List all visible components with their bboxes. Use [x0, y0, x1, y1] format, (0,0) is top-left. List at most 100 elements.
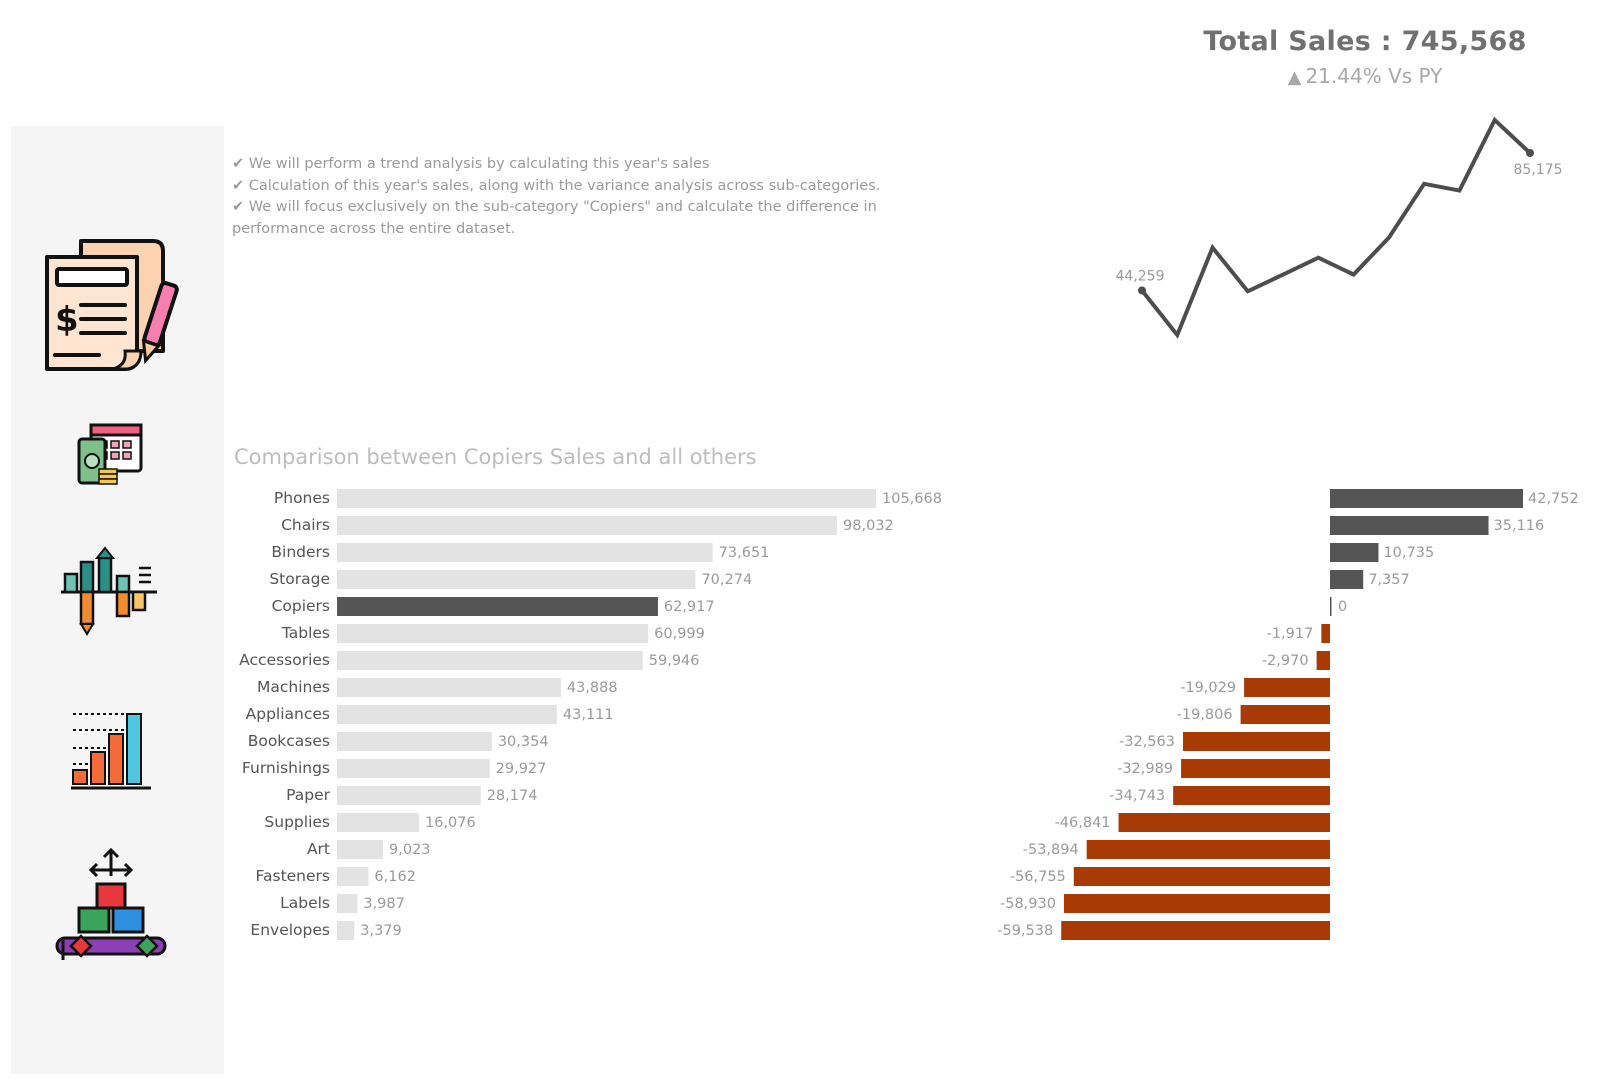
trend-start-point — [1138, 286, 1146, 295]
category-label: Copiers — [272, 597, 330, 615]
difference-bar-negative — [1182, 732, 1330, 751]
note-line: ✔ Calculation of this year's sales, alon… — [232, 177, 881, 194]
category-label: Storage — [269, 570, 330, 588]
difference-value-label: 10,735 — [1383, 545, 1434, 561]
triangle-up-icon: ▲ — [1287, 67, 1302, 88]
category-label: Fasteners — [256, 867, 331, 885]
category-label: Furnishings — [242, 759, 330, 777]
difference-value-label: -34,743 — [1109, 788, 1165, 804]
kpi-change-value: 21.44% Vs PY — [1305, 64, 1443, 88]
difference-value-label: 0 — [1338, 599, 1347, 615]
difference-value-label: -32,989 — [1117, 761, 1173, 777]
sales-bar — [337, 543, 713, 562]
sales-value-label: 9,023 — [389, 842, 431, 858]
sales-value-label: 29,927 — [496, 761, 547, 777]
sales-value-label: 62,917 — [664, 599, 715, 615]
category-label: Paper — [286, 786, 331, 804]
sales-bar — [337, 570, 696, 589]
difference-bar-negative — [1316, 651, 1330, 670]
difference-value-label: -56,755 — [1010, 869, 1066, 885]
stacked-boxes-icon — [51, 846, 171, 970]
difference-bar-positive — [1330, 489, 1523, 508]
difference-value-label: 42,752 — [1528, 491, 1579, 507]
sales-bar — [337, 813, 420, 832]
sales-trend-line — [1140, 116, 1532, 339]
difference-bar-negative — [1244, 678, 1330, 697]
difference-value-label: -2,970 — [1262, 653, 1309, 669]
sales-value-label: 70,274 — [701, 572, 752, 588]
sales-bar — [337, 759, 490, 778]
sales-bar — [337, 705, 557, 724]
category-label: Accessories — [239, 651, 330, 669]
difference-value-label: -19,029 — [1180, 680, 1236, 696]
sales-bar — [337, 921, 355, 940]
highlighted-bar — [337, 597, 658, 616]
difference-value-label: -59,538 — [997, 923, 1053, 939]
sales-value-label: 3,379 — [360, 923, 402, 939]
note-line: ✔ We will focus exclusively on the sub-c… — [232, 199, 877, 237]
sales-value-label: 3,987 — [363, 896, 405, 912]
variance-chart-icon — [59, 546, 159, 640]
sales-value-label: 30,354 — [498, 734, 549, 750]
difference-value-label: -32,563 — [1119, 734, 1175, 750]
difference-bar-negative — [1321, 624, 1330, 643]
category-label: Binders — [271, 543, 330, 561]
sales-bar — [337, 678, 561, 697]
difference-bar-negative — [1063, 894, 1330, 913]
difference-bar-negative — [1173, 786, 1330, 805]
difference-value-label: 7,357 — [1368, 572, 1410, 588]
category-label: Envelopes — [250, 921, 330, 939]
bar-growth-chart-icon — [71, 708, 155, 796]
difference-bar-positive — [1330, 543, 1379, 562]
difference-bar-negative — [1118, 813, 1330, 832]
sales-value-label: 16,076 — [425, 815, 476, 831]
category-label: Supplies — [264, 813, 330, 831]
category-label: Machines — [257, 678, 330, 696]
difference-bar-positive — [1330, 516, 1489, 535]
sales-bar — [337, 624, 649, 643]
comparison-chart-title: Comparison between Copiers Sales and all… — [234, 445, 757, 469]
difference-bar-positive — [1330, 570, 1364, 589]
svg-text:$: $ — [55, 300, 79, 340]
difference-bar-negative — [1061, 921, 1330, 940]
kpi-total-sales: Total Sales : 745,568 — [1203, 26, 1527, 57]
sales-bar — [337, 786, 481, 805]
sales-bar — [337, 867, 369, 886]
difference-bar-negative — [1240, 705, 1330, 724]
category-label: Tables — [281, 624, 330, 642]
sales-value-label: 28,174 — [487, 788, 538, 804]
sales-bar — [337, 516, 838, 535]
category-label: Chairs — [281, 516, 330, 534]
sales-bar — [337, 651, 643, 670]
sales-value-label: 105,668 — [882, 491, 942, 507]
difference-value-label: -19,806 — [1177, 707, 1233, 723]
category-label: Phones — [274, 489, 330, 507]
sales-bar — [337, 840, 384, 859]
sales-value-label: 59,946 — [649, 653, 700, 669]
analysis-notes: ✔ We will perform a trend analysis by ca… — [232, 154, 912, 240]
sales-bar — [337, 489, 876, 508]
trend-end-point — [1526, 149, 1534, 158]
difference-bar-negative — [1086, 840, 1330, 859]
sales-value-label: 60,999 — [654, 626, 705, 642]
difference-value-label: 35,116 — [1494, 518, 1545, 534]
category-label: Labels — [280, 894, 330, 912]
sales-value-label: 6,162 — [374, 869, 416, 885]
sales-value-label: 43,111 — [563, 707, 614, 723]
sales-value-label: 43,888 — [567, 680, 618, 696]
sales-value-label: 98,032 — [843, 518, 894, 534]
category-label: Appliances — [246, 705, 330, 723]
kpi-change: ▲ 21.44% Vs PY — [1150, 64, 1580, 88]
sidebar: $ — [11, 126, 224, 1074]
difference-value-label: -1,917 — [1267, 626, 1314, 642]
sales-trend-line-chart: 44,259 85,175 — [1116, 116, 1563, 339]
sales-bar — [337, 894, 358, 913]
sales-value-label: 73,651 — [719, 545, 770, 561]
invoice-document-icon: $ — [41, 233, 181, 382]
difference-value-label: -46,841 — [1055, 815, 1111, 831]
difference-bar-negative — [1181, 759, 1330, 778]
difference-bar-zero — [1330, 597, 1332, 616]
category-label: Art — [307, 840, 330, 858]
difference-value-label: -58,930 — [1000, 896, 1056, 912]
note-line: ✔ We will perform a trend analysis by ca… — [232, 156, 710, 172]
